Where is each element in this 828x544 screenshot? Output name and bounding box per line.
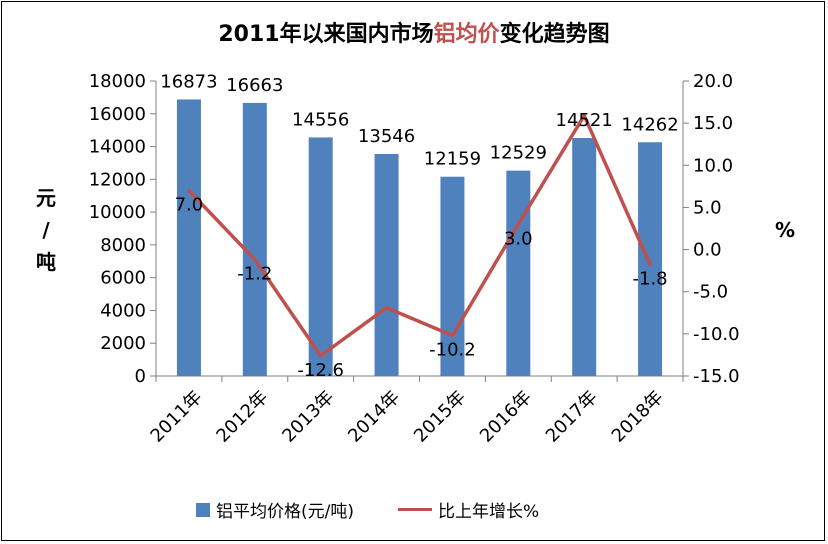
growth-point	[253, 258, 257, 262]
line-data-label: 7.0	[175, 195, 204, 216]
line-data-label: -1.8	[633, 269, 668, 290]
left-axis-label: 元 / 吨	[34, 182, 58, 278]
line-data-label: -12.6	[297, 360, 344, 381]
line-data-label: -10.2	[429, 340, 476, 361]
bar	[638, 142, 663, 376]
chart-title: 2011年以来国内市场铝均价变化趋势图	[218, 22, 610, 47]
x-tick-label: 2016年	[476, 387, 536, 447]
growth-line	[187, 113, 652, 358]
legend: 铝平均价格(元/吨) 比上年增长%	[196, 497, 539, 522]
legend-line-swatch	[398, 508, 432, 511]
growth-point	[385, 306, 389, 310]
x-tick-label: 2015年	[410, 387, 470, 447]
x-tick-label: 2017年	[542, 387, 602, 447]
growth-point	[648, 263, 652, 267]
left-axis-label-top: 元	[36, 186, 56, 210]
bar	[242, 102, 267, 377]
bar	[572, 138, 597, 376]
right-tick-label: 20.0	[693, 71, 733, 92]
bar-data-label: 13546	[358, 126, 415, 147]
right-tick-label: 10.0	[693, 155, 733, 176]
left-axis-label-bottom: 吨	[36, 250, 56, 274]
bar	[176, 99, 201, 376]
right-tick-label: 15.0	[693, 113, 733, 134]
x-tick-label: 2018年	[608, 387, 668, 447]
x-tick-label: 2011年	[147, 387, 207, 447]
left-tick-label: 8000	[100, 235, 146, 256]
legend-bar-swatch	[196, 502, 210, 517]
left-tick-label: 12000	[89, 169, 146, 190]
right-tick-label: 0.0	[693, 240, 722, 261]
left-tick-label: 18000	[89, 71, 146, 92]
bar	[308, 137, 333, 376]
left-tick-label: 0	[135, 366, 146, 387]
bar-data-label: 12159	[424, 149, 481, 170]
bar-data-label: 16663	[226, 75, 283, 96]
x-tick-label: 2013年	[278, 387, 338, 447]
bar-data-label: 12529	[490, 143, 547, 164]
growth-point	[319, 354, 323, 358]
x-tick-label: 2012年	[212, 387, 272, 447]
left-tick-label: 10000	[89, 202, 146, 223]
bar	[374, 153, 399, 376]
x-tick-label: 2014年	[344, 387, 404, 447]
line-data-label: -1.2	[237, 264, 272, 285]
left-tick-label: 16000	[89, 104, 146, 125]
right-axis-label: %	[774, 218, 796, 242]
left-tick-label: 2000	[100, 333, 146, 354]
left-tick-label: 4000	[100, 300, 146, 321]
left-tick-label: 6000	[100, 268, 146, 289]
right-tick-label: 5.0	[693, 197, 722, 218]
line-data-label: 3.0	[504, 228, 533, 249]
right-tick-label: -10.0	[693, 324, 740, 345]
left-tick-label: 14000	[89, 137, 146, 158]
bar-data-label: 14556	[292, 109, 349, 130]
growth-point	[187, 189, 191, 193]
growth-point	[582, 114, 586, 118]
bar-data-label: 14521	[556, 110, 613, 131]
growth-point	[450, 334, 454, 338]
bar	[506, 170, 531, 376]
left-axis-label-mid: /	[42, 218, 50, 242]
bar	[440, 176, 465, 376]
right-tick-label: -5.0	[693, 282, 728, 303]
legend-line-label: 比上年增长%	[438, 502, 540, 522]
growth-point	[516, 222, 520, 226]
legend-bar-label: 铝平均价格(元/吨)	[216, 502, 354, 522]
bar-data-label: 14262	[621, 114, 678, 135]
bar-data-label: 16873	[160, 71, 217, 92]
right-tick-label: -15.0	[693, 366, 740, 387]
